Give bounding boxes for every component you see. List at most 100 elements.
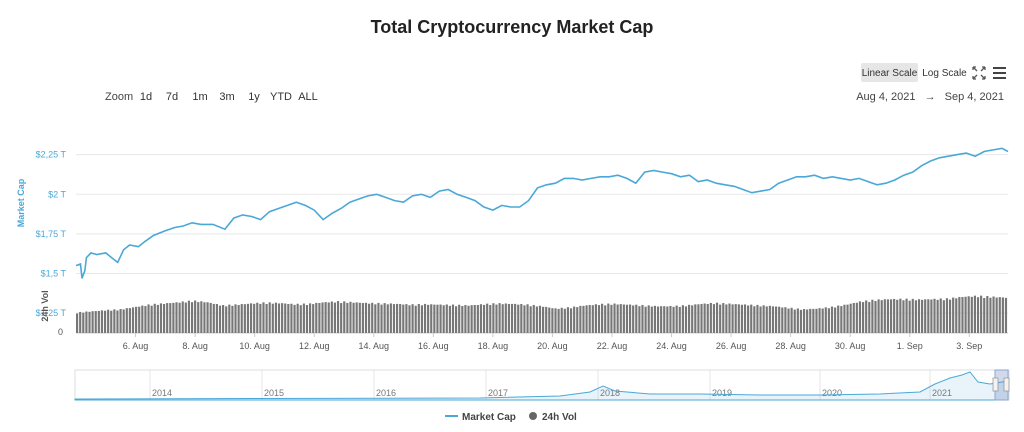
hamburger-menu-icon[interactable]: [993, 67, 1006, 79]
volume-bar: [389, 303, 392, 333]
zoom-button-3m[interactable]: 3m: [219, 91, 234, 103]
zoom-button-7d[interactable]: 7d: [166, 91, 178, 103]
x-axis-ticks: 6. Aug 8. Aug 10. Aug 12. Aug 14. Aug 16. Aug…: [123, 333, 982, 351]
volume-bar: [305, 305, 309, 333]
linear-scale-button[interactable]: [861, 63, 918, 82]
volume-bar: [529, 306, 532, 333]
volume-bar: [408, 305, 411, 333]
zoom-button-ytd[interactable]: YTD: [270, 91, 292, 103]
y-tick-label: $2 T: [48, 189, 66, 199]
navigator-year-label: 2017: [488, 388, 508, 398]
volume-bar: [200, 301, 203, 333]
navigator-right-handle[interactable]: [1003, 377, 1010, 392]
volume-bar: [414, 305, 417, 333]
volume-zero-tick: 0: [58, 327, 63, 337]
volume-bar: [253, 303, 256, 333]
volume-bar: [131, 307, 135, 333]
volume-bar: [939, 298, 942, 333]
fullscreen-icon[interactable]: [972, 66, 986, 80]
volume-bar: [905, 298, 908, 333]
volume-bar: [632, 305, 635, 333]
volume-bar: [970, 296, 973, 333]
volume-bar: [799, 309, 803, 333]
volume-bar: [796, 308, 799, 333]
volume-bar: [523, 305, 526, 333]
y-axis-ticks: $1,25 T $1,5 T $1,75 T $2 T $2,25 T: [36, 150, 67, 319]
volume-bar: [628, 304, 632, 333]
x-tick-label: 1. Sep: [897, 341, 923, 351]
zoom-button-1m[interactable]: 1m: [192, 91, 207, 103]
legend-item-market-cap[interactable]: Market Cap: [445, 412, 516, 423]
volume-bar: [694, 304, 697, 333]
volume-bar: [563, 308, 566, 333]
volume-bar: [318, 303, 321, 333]
x-tick-label: 16. Aug: [418, 341, 449, 351]
volume-bar: [597, 305, 601, 333]
volume-bar: [520, 304, 523, 333]
volume-bar: [656, 306, 660, 333]
volume-bar: [538, 305, 542, 333]
volume-bar: [206, 302, 209, 333]
volume-bar: [930, 299, 933, 333]
navigator-year-label: 2018: [600, 388, 620, 398]
range-from: Aug 4, 2021: [856, 91, 915, 103]
volume-bar: [94, 311, 97, 333]
volume-bar: [402, 304, 405, 333]
volume-bar: [843, 304, 846, 333]
volume-bar: [284, 303, 287, 333]
volume-bar: [514, 303, 517, 333]
volume-bar: [343, 301, 346, 333]
volume-bar: [458, 304, 461, 333]
volume-bar: [638, 306, 641, 333]
x-tick-label: 20. Aug: [537, 341, 568, 351]
volume-bar: [743, 304, 747, 333]
volume-bar: [371, 302, 374, 333]
volume-bar: [663, 306, 666, 333]
volume-bar: [625, 304, 629, 333]
volume-bar: [927, 299, 930, 333]
chart-title: Total Cryptocurrency Market Cap: [371, 17, 654, 37]
volume-bar: [712, 304, 716, 333]
volume-bar: [734, 304, 737, 333]
navigator[interactable]: 2014 2015 2016 2017 2018 2019 2020 2021: [74, 369, 1010, 401]
volume-bar: [809, 308, 812, 333]
volume-bar: [880, 300, 883, 333]
zoom-button-1y[interactable]: 1y: [248, 91, 260, 103]
navigator-year-label: 2014: [152, 388, 172, 398]
volume-bar: [420, 305, 424, 333]
volume-bar: [604, 305, 607, 333]
zoom-button-all[interactable]: ALL: [298, 91, 318, 103]
legend-item-volume[interactable]: 24h Vol: [529, 412, 577, 423]
volume-bar: [681, 305, 684, 333]
navigator-left-handle[interactable]: [992, 377, 999, 392]
volume-bar: [579, 305, 582, 333]
volume-bar: [222, 304, 225, 333]
volume-bar: [666, 306, 669, 333]
volume-bar: [340, 303, 343, 333]
volume-bar: [933, 298, 936, 333]
volume-bar: [159, 303, 163, 333]
volume-bar: [138, 306, 141, 333]
volume-bar: [287, 303, 290, 333]
navigator-year-label: 2020: [822, 388, 842, 398]
volume-bar: [281, 303, 284, 333]
volume-bar: [622, 304, 625, 333]
volume-bar: [908, 300, 911, 333]
volume-bars: [76, 295, 1008, 333]
zoom-button-1d[interactable]: 1d: [140, 91, 152, 103]
volume-bar: [756, 304, 759, 333]
scale-toggle: Linear Scale Log Scale: [861, 63, 968, 82]
log-scale-button[interactable]: [921, 63, 968, 82]
volume-bar: [290, 303, 293, 333]
volume-bar: [545, 306, 548, 333]
volume-bar: [554, 308, 557, 333]
y-tick-label: $2,25 T: [36, 150, 67, 160]
volume-bar: [899, 298, 902, 333]
y-tick-label: $1,5 T: [41, 269, 67, 279]
volume-bar: [619, 304, 622, 333]
volume-bar: [103, 310, 107, 333]
volume-bar: [470, 305, 473, 333]
x-tick-label: 14. Aug: [358, 341, 389, 351]
volume-bar: [936, 299, 939, 333]
y-tick-label: $1,75 T: [36, 229, 67, 239]
